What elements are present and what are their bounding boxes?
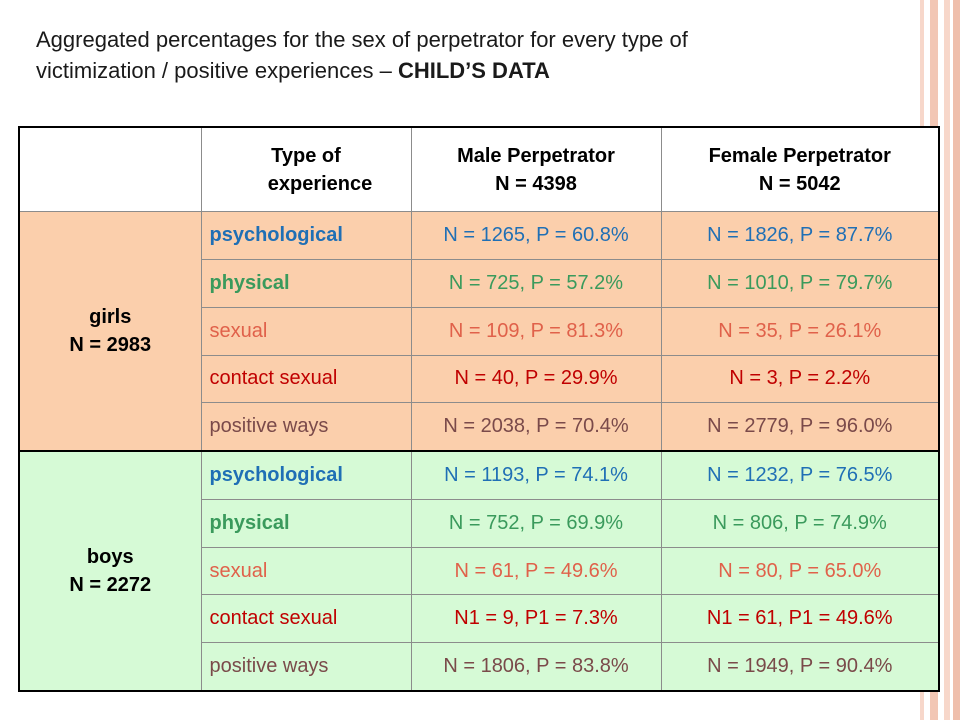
decorative-stripe — [953, 0, 960, 720]
table-row: positive ways N = 2038, P = 70.4% N = 27… — [19, 402, 940, 452]
table-header-row: Type of experience Male Perpetrator N = … — [18, 126, 940, 213]
header-type-line2: experience — [267, 172, 373, 195]
title-line-2: victimization / positive experiences – C… — [36, 55, 896, 86]
table-row: boys N = 2272 psychological N = 1193, P … — [18, 450, 940, 692]
female-value-cell: N = 35, P = 26.1% — [660, 306, 940, 356]
title-bold: CHILD’S DATA — [397, 58, 550, 83]
male-value-cell: N = 2038, P = 70.4% — [410, 402, 662, 452]
male-value-cell: N1 = 9, P1 = 7.3% — [410, 594, 662, 644]
female-value-cell: N = 1232, P = 76.5% — [660, 450, 940, 500]
female-value-cell: N = 3, P = 2.2% — [660, 354, 940, 404]
header-male-line1: Male Perpetrator — [457, 144, 615, 167]
type-cell: physical — [200, 498, 412, 548]
slide-title: Aggregated percentages for the sex of pe… — [36, 24, 896, 86]
type-cell: positive ways — [200, 642, 412, 692]
header-male: Male Perpetrator N = 4398 — [410, 126, 662, 213]
type-cell: contact sexual — [200, 354, 412, 404]
table-row: sexual N = 109, P = 81.3% N = 35, P = 26… — [19, 306, 940, 356]
group-n: N = 2983 — [69, 334, 152, 357]
female-value-cell: N = 1010, P = 79.7% — [660, 259, 940, 308]
female-value-cell: N = 806, P = 74.9% — [660, 498, 940, 548]
title-line-1: Aggregated percentages for the sex of pe… — [36, 27, 688, 52]
type-cell: contact sexual — [200, 594, 412, 644]
type-cell: sexual — [200, 306, 412, 356]
header-male-line2: N = 4398 — [495, 172, 577, 195]
header-type-line1: Type of — [271, 144, 341, 167]
type-cell: physical — [200, 259, 412, 308]
male-value-cell: N = 1265, P = 60.8% — [410, 211, 662, 261]
table-row: contact sexual N = 40, P = 29.9% N = 3, … — [19, 354, 940, 404]
group-label: boys — [86, 546, 134, 569]
female-value-cell: N = 1949, P = 90.4% — [660, 642, 940, 692]
header-female-line2: N = 5042 — [758, 172, 841, 195]
female-value-cell: N = 2779, P = 96.0% — [660, 402, 940, 452]
table-row: contact sexual N1 = 9, P1 = 7.3% N1 = 61… — [19, 594, 940, 644]
male-value-cell: N = 725, P = 57.2% — [410, 259, 662, 308]
type-cell: psychological — [200, 450, 412, 500]
male-value-cell: N = 1193, P = 74.1% — [410, 450, 662, 500]
table-row: positive ways N = 1806, P = 83.8% N = 19… — [19, 642, 940, 692]
male-value-cell: N = 109, P = 81.3% — [410, 306, 662, 356]
female-value-cell: N1 = 61, P1 = 49.6% — [660, 594, 940, 644]
title-line-2-text: victimization / positive experiences – — [36, 58, 398, 83]
header-female-line1: Female Perpetrator — [708, 144, 891, 167]
group-n: N = 2272 — [69, 574, 152, 597]
type-cell: sexual — [200, 546, 412, 596]
table-row: physical N = 725, P = 57.2% N = 1010, P … — [19, 259, 940, 308]
header-female: Female Perpetrator N = 5042 — [660, 126, 940, 213]
header-type: Type of experience — [200, 126, 412, 213]
decorative-stripe — [944, 0, 950, 720]
group-girls: girls N = 2983 — [18, 211, 202, 452]
male-value-cell: N = 752, P = 69.9% — [410, 498, 662, 548]
table-row: physical N = 752, P = 69.9% N = 806, P =… — [19, 498, 940, 548]
female-value-cell: N = 1826, P = 87.7% — [660, 211, 940, 261]
type-cell: psychological — [200, 211, 412, 261]
female-value-cell: N = 80, P = 65.0% — [660, 546, 940, 596]
male-value-cell: N = 40, P = 29.9% — [410, 354, 662, 404]
group-label: girls — [89, 306, 132, 329]
male-value-cell: N = 61, P = 49.6% — [410, 546, 662, 596]
perpetrator-table: Type of experience Male Perpetrator N = … — [18, 126, 940, 692]
header-empty-cell — [18, 126, 202, 213]
type-cell: positive ways — [200, 402, 412, 452]
table-row: girls N = 2983 psychological N = 1265, P… — [18, 211, 940, 452]
group-boys: boys N = 2272 — [18, 450, 202, 692]
male-value-cell: N = 1806, P = 83.8% — [410, 642, 662, 692]
